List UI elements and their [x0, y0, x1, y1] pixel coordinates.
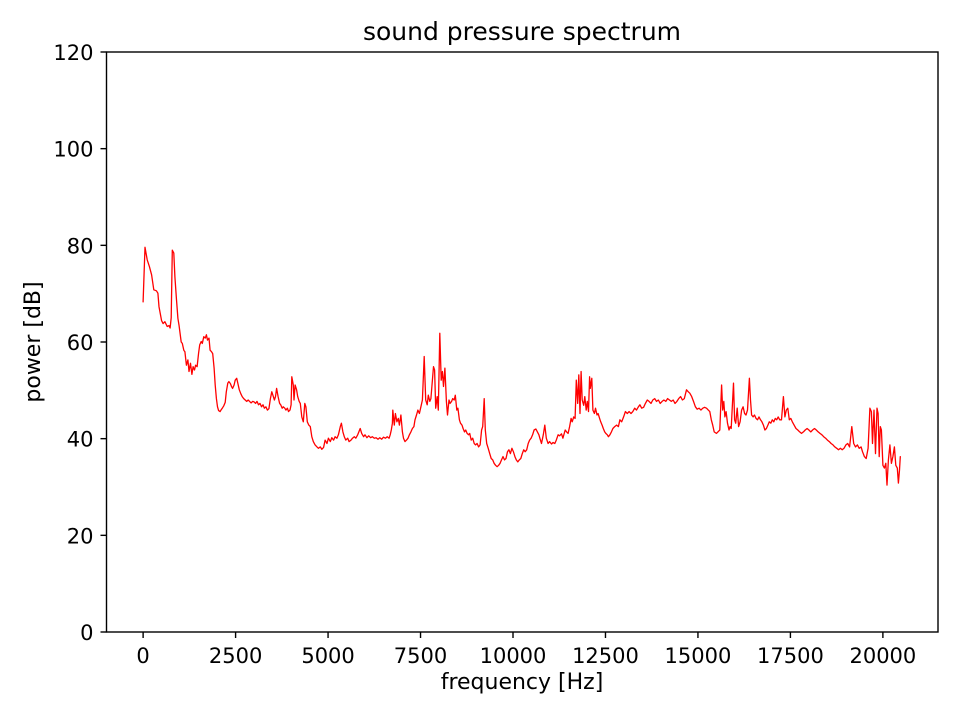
spectrum-line [142, 246, 901, 486]
x-axis-label: frequency [Hz] [441, 670, 604, 695]
x-tick-label: 12500 [572, 644, 639, 668]
y-tick-label: 60 [67, 331, 94, 355]
x-tick-label: 2500 [209, 644, 262, 668]
x-tick-label: 0 [136, 644, 149, 668]
x-tick-label: 20000 [849, 644, 916, 668]
plot-area [105, 51, 939, 633]
y-tick-label: 80 [67, 234, 94, 258]
x-tick-label: 10000 [480, 644, 547, 668]
y-tick-label: 40 [67, 428, 94, 452]
x-tick-label: 5000 [301, 644, 354, 668]
chart-title: sound pressure spectrum [363, 17, 681, 46]
x-axis-tick-labels: 0 2500 5000 7500 10000 12500 15000 17500 20000 [136, 644, 916, 668]
y-tick-label: 20 [67, 524, 94, 548]
x-tick-label: 17500 [757, 644, 824, 668]
x-tick-label: 15000 [665, 644, 732, 668]
y-axis-ticks [100, 51, 107, 633]
y-axis-label: power [dB] [21, 281, 46, 402]
x-tick-label: 7500 [394, 644, 447, 668]
y-tick-label: 0 [80, 621, 93, 645]
y-tick-label: 120 [53, 41, 93, 65]
y-axis-tick-labels: 0 20 40 60 80 100 120 [53, 41, 93, 645]
y-tick-label: 100 [53, 138, 93, 162]
x-axis-ticks [142, 632, 884, 638]
